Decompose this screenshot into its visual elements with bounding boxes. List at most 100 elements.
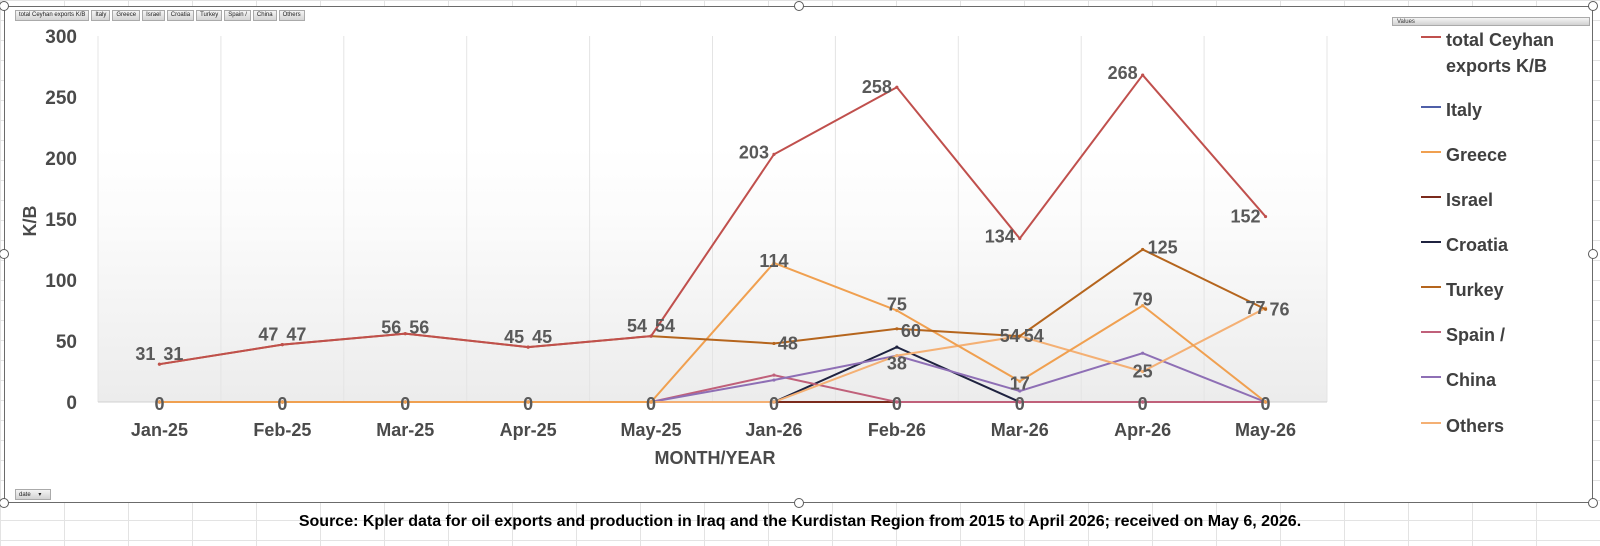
series-point-5 xyxy=(1141,247,1145,252)
data-label: 17 xyxy=(1010,373,1030,393)
data-label: 0 xyxy=(523,394,533,414)
series-point-5 xyxy=(1263,307,1268,311)
series-point-5 xyxy=(772,341,776,346)
data-label: 0 xyxy=(769,394,779,414)
data-label: 0 xyxy=(646,394,656,414)
series-point-5 xyxy=(1018,334,1022,338)
pivot-field-button[interactable]: Others xyxy=(278,10,305,21)
data-label: 54 xyxy=(627,316,647,336)
pivot-field-button[interactable]: total Ceyhan exports K/B xyxy=(15,10,90,21)
resize-handle-middle-right[interactable] xyxy=(1588,249,1598,259)
series-point-2 xyxy=(1263,400,1268,404)
x-tick-label: Mar-25 xyxy=(376,420,434,440)
date-filter-label: date xyxy=(19,492,31,498)
legend-swatch xyxy=(1421,422,1441,424)
series-point-8 xyxy=(772,400,776,404)
series-point-7 xyxy=(1018,389,1022,393)
legend-swatch xyxy=(1421,286,1441,288)
data-label: 56 xyxy=(409,318,429,338)
data-label: 60 xyxy=(901,321,921,341)
pivot-field-button[interactable]: Turkey xyxy=(196,10,223,21)
data-label: 258 xyxy=(862,77,892,97)
legend-label: Turkey xyxy=(1446,280,1504,300)
x-tick-label: Feb-25 xyxy=(253,420,311,440)
legend-swatch xyxy=(1421,106,1441,108)
series-point-7 xyxy=(1141,351,1145,355)
data-label: 0 xyxy=(277,394,287,414)
values-field-button[interactable]: Values xyxy=(1392,17,1590,26)
series-point-0 xyxy=(1263,214,1268,219)
y-tick-label: 100 xyxy=(45,271,77,292)
legend-label: China xyxy=(1446,370,1497,390)
resize-handle-middle-left[interactable] xyxy=(0,249,9,259)
data-label: 47 xyxy=(286,325,306,345)
series-point-2 xyxy=(649,400,653,404)
chart-frame[interactable]: total Ceyhan exports K/B Italy Greece Israe… xyxy=(4,6,1593,503)
pivot-field-button[interactable]: Spain / xyxy=(224,10,251,21)
x-tick-label: May-26 xyxy=(1235,420,1296,440)
date-filter-button[interactable]: date ▾ xyxy=(15,489,51,500)
series-point-0 xyxy=(1018,236,1022,241)
series-point-2 xyxy=(772,261,776,265)
series-point-0 xyxy=(280,343,284,347)
pivot-field-button[interactable]: Italy xyxy=(91,10,111,21)
data-label: 134 xyxy=(985,227,1015,247)
resize-handle-bottom-left[interactable] xyxy=(0,498,9,508)
series-point-0 xyxy=(157,362,162,366)
pivot-field-buttons: total Ceyhan exports K/B Italy Greece Israe… xyxy=(15,10,305,21)
x-tick-label: Jan-26 xyxy=(745,420,802,440)
y-tick-label: 50 xyxy=(56,332,77,353)
data-label: 75 xyxy=(887,295,907,315)
y-tick-label: 250 xyxy=(45,88,77,109)
y-axis-title: K/B xyxy=(20,206,40,237)
data-label: 45 xyxy=(532,327,552,347)
series-point-6 xyxy=(1141,400,1145,404)
data-label: 54 xyxy=(1000,326,1020,346)
series-point-5 xyxy=(895,327,899,331)
data-label: 31 xyxy=(163,344,183,364)
legend-swatch xyxy=(1421,241,1441,243)
data-label: 47 xyxy=(258,325,278,345)
data-label: 54 xyxy=(1024,326,1044,346)
series-point-6 xyxy=(895,400,899,404)
data-label: 79 xyxy=(1133,290,1153,310)
legend-label: Spain / xyxy=(1446,325,1506,345)
series-point-2 xyxy=(526,400,530,404)
data-label: 0 xyxy=(400,394,410,414)
x-tick-label: Feb-26 xyxy=(868,420,926,440)
data-label: 0 xyxy=(154,394,164,414)
pivot-field-button[interactable]: China xyxy=(252,10,277,21)
data-label: 152 xyxy=(1231,207,1261,227)
pivot-field-button[interactable]: Greece xyxy=(112,10,141,21)
y-tick-label: 200 xyxy=(45,149,77,170)
resize-handle-bottom-center[interactable] xyxy=(794,498,804,508)
data-label: 25 xyxy=(1133,362,1153,382)
series-point-7 xyxy=(772,378,776,382)
resize-handle-bottom-right[interactable] xyxy=(1588,498,1598,508)
series-point-2 xyxy=(280,400,284,404)
data-label: 38 xyxy=(887,354,907,374)
y-tick-label: 0 xyxy=(66,393,77,414)
pivot-field-button[interactable]: Croatia xyxy=(166,10,195,21)
resize-handle-top-left[interactable] xyxy=(0,1,9,11)
series-point-6 xyxy=(772,373,776,377)
data-label: 268 xyxy=(1108,63,1138,83)
pivot-field-button[interactable]: Israel xyxy=(142,10,165,21)
legend-swatch xyxy=(1421,36,1441,38)
series-line-2 xyxy=(159,261,1267,403)
filter-dropdown-icon: ▾ xyxy=(38,492,42,498)
data-label: 76 xyxy=(1270,299,1290,319)
x-tick-label: Apr-25 xyxy=(500,420,557,440)
series-point-8 xyxy=(895,354,899,358)
data-label: 125 xyxy=(1148,238,1178,258)
series-point-2 xyxy=(895,308,899,313)
resize-handle-top-center[interactable] xyxy=(794,1,804,11)
series-point-0 xyxy=(649,334,653,338)
data-label: 56 xyxy=(381,318,401,338)
resize-handle-top-right[interactable] xyxy=(1588,1,1598,11)
series-point-2 xyxy=(1141,304,1145,308)
y-tick-label: 150 xyxy=(45,210,77,231)
legend-label: Greece xyxy=(1446,145,1508,165)
legend-label: Italy xyxy=(1446,100,1483,120)
